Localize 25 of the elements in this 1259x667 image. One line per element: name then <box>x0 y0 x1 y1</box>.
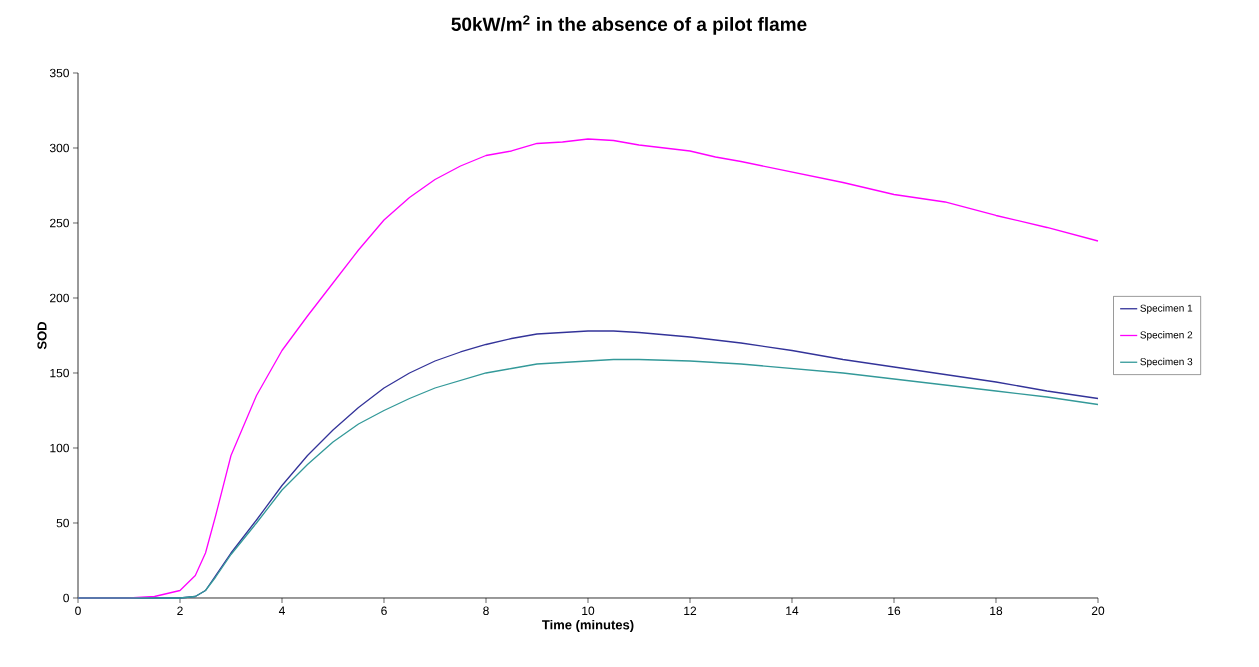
x-tick-label: 0 <box>75 606 81 616</box>
y-tick-label: 300 <box>49 143 69 153</box>
y-tick-label: 150 <box>50 368 69 378</box>
legend-label: Specimen 3 <box>1140 357 1193 368</box>
y-tick-label: 250 <box>50 218 69 228</box>
x-tick-label: 12 <box>684 606 697 615</box>
legend-label: Specimen 1 <box>1140 304 1193 314</box>
x-tick-label: 20 <box>1091 606 1105 616</box>
y-tick-label: 50 <box>56 518 69 528</box>
x-tick-label: 10 <box>582 606 595 616</box>
y-tick-label: 350 <box>49 68 69 78</box>
legend-label: Specimen 2 <box>1140 331 1193 341</box>
y-tick-label: 100 <box>50 443 69 453</box>
x-tick-label: 18 <box>990 606 1003 616</box>
y-tick-label: 200 <box>50 293 69 303</box>
chart-title: 50kW/m$^{2}$ in the absence of a pilot flame <box>451 15 807 35</box>
x-tick-label: 8 <box>483 606 489 616</box>
x-tick-label: 14 <box>786 606 799 615</box>
x-tick-label: 4 <box>278 606 285 615</box>
x-tick-label: 6 <box>381 606 387 616</box>
y-axis-title: SOD <box>37 321 47 350</box>
x-tick-label: 16 <box>888 606 901 616</box>
x-tick-label: 2 <box>177 606 183 615</box>
x-axis-title: Time (minutes) <box>542 619 634 633</box>
y-tick-label: 0 <box>63 593 69 603</box>
